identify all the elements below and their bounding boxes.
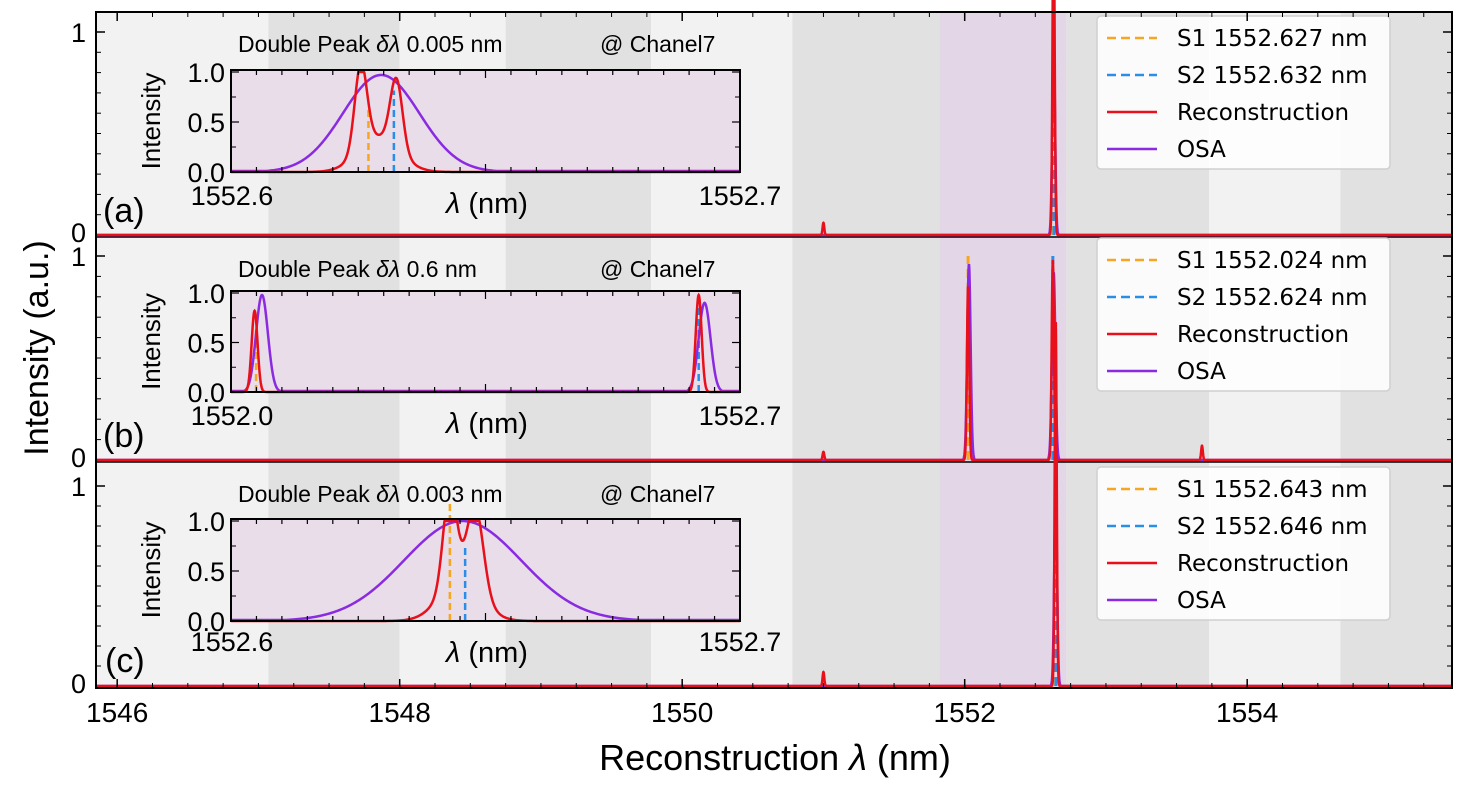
- reconstruction-series: [96, 0, 1452, 237]
- inset-channel-label: @ Chanel7: [600, 481, 715, 507]
- inset-x-tick-label: 1552.7: [699, 401, 782, 431]
- inset-y-tick-label: 0.5: [187, 329, 225, 359]
- inset-channel-label: @ Chanel7: [600, 256, 715, 282]
- y-tick-label: 1: [71, 242, 86, 272]
- inset-title: Double Peak δλ 0.003 nm: [238, 481, 503, 507]
- inset-x-label: λ (nm): [444, 637, 528, 669]
- legend-entry: Reconstruction: [1177, 100, 1349, 126]
- inset-x-tick-label: 1552.6: [191, 181, 274, 211]
- reconstruction-series: [96, 259, 1452, 462]
- y-tick-label: 0: [71, 443, 86, 473]
- panel-label: (b): [103, 417, 145, 455]
- inset-title: Double Peak δλ 0.005 nm: [238, 31, 503, 57]
- inset-x-tick-label: 1552.0: [191, 401, 274, 431]
- y-tick-label: 1: [71, 18, 86, 48]
- inset-y-tick-label: 0.0: [187, 378, 225, 408]
- inset-channel-label: @ Chanel7: [600, 31, 715, 57]
- legend-entry: OSA: [1177, 137, 1226, 163]
- legend-box: [1096, 15, 1391, 170]
- y-tick-label: 1: [71, 472, 86, 502]
- inset: 0.0 0.5 1.0 1552.6 1552.7 Intensity λ (nm) Doub…: [136, 31, 781, 220]
- legend-entry: Reconstruction: [1177, 322, 1349, 348]
- x-tick-label: 1552: [934, 697, 996, 728]
- y-axis-label: Intensity (a.u.): [18, 240, 56, 455]
- legend-entry: S2 1552.632 nm: [1177, 63, 1368, 89]
- inset-y-tick-label: 0.0: [187, 158, 225, 188]
- legend-entry: S2 1552.646 nm: [1177, 514, 1368, 540]
- x-axis-label: Reconstruction λ (nm): [599, 737, 951, 778]
- legend-entry: OSA: [1177, 588, 1226, 614]
- frame: 1546 1548 1550 1552 1554: [86, 11, 1453, 728]
- x-tick-label: 1546: [86, 697, 148, 728]
- axes-frame: [95, 11, 1453, 689]
- legend-box: [1096, 466, 1391, 621]
- y-tick-label: 0: [71, 669, 86, 699]
- x-tick-label: 1548: [369, 697, 431, 728]
- legend-entry: OSA: [1177, 359, 1226, 385]
- inset: 0.0 0.5 1.0 1552.6 1552.7 Intensity λ (nm) Doub…: [136, 481, 781, 669]
- inset-title: Double Peak δλ 0.6 nm: [238, 256, 477, 282]
- inset-y-label: Intensity: [136, 73, 166, 170]
- inset-y-tick-label: 0.5: [187, 108, 225, 138]
- legend: S1 1552.024 nm S2 1552.624 nm Reconstructi…: [1096, 237, 1391, 392]
- inset-y-tick-label: 1.0: [187, 507, 225, 537]
- x-tick-label: 1554: [1216, 697, 1278, 728]
- panel-label: (c): [105, 642, 145, 680]
- panel-0: 1 0 (a) 0.0 0.5 1.0 1552.6 1552.7 Intensity λ (nm…: [71, 0, 1452, 248]
- inset-x-label: λ (nm): [444, 188, 528, 220]
- channel-band: [939, 12, 1067, 688]
- y-tick-label: 0: [71, 218, 86, 248]
- inset-plot-area: [231, 70, 740, 172]
- legend-entry: S1 1552.024 nm: [1177, 248, 1368, 274]
- inset-y-tick-label: 1.0: [187, 279, 225, 309]
- inset-y-tick-label: 0.5: [187, 557, 225, 587]
- legend-entry: S1 1552.643 nm: [1177, 477, 1368, 503]
- legend: S1 1552.627 nm S2 1552.632 nm Reconstructi…: [1096, 15, 1391, 170]
- inset-y-label: Intensity: [136, 522, 166, 619]
- inset-x-tick-label: 1552.7: [699, 181, 782, 211]
- inset-x-label: λ (nm): [444, 408, 528, 440]
- legend-entry: S2 1552.624 nm: [1177, 285, 1368, 311]
- reconstruction-series: [96, 321, 1452, 688]
- inset-y-tick-label: 1.0: [187, 58, 225, 88]
- inset-x-tick-label: 1552.7: [699, 627, 782, 657]
- inset-x-tick-label: 1552.6: [191, 627, 274, 657]
- panel-1: 1 0 (b) 0.0 0.5 1.0 1552.0 1552.7 Intensity λ (nm…: [71, 237, 1452, 473]
- legend-box: [1096, 237, 1391, 392]
- inset-y-tick-label: 0.0: [187, 607, 225, 637]
- inset: 0.0 0.5 1.0 1552.0 1552.7 Intensity λ (nm) Doub…: [136, 256, 781, 440]
- legend: S1 1552.643 nm S2 1552.646 nm Reconstructi…: [1096, 466, 1391, 621]
- inset-plot-area: [231, 291, 740, 392]
- inset-y-label: Intensity: [136, 293, 166, 390]
- channel-band: [792, 12, 940, 688]
- x-tick-label: 1550: [651, 697, 713, 728]
- legend-entry: S1 1552.627 nm: [1177, 26, 1368, 52]
- legend-entry: Reconstruction: [1177, 551, 1349, 577]
- panel-label: (a): [103, 192, 145, 230]
